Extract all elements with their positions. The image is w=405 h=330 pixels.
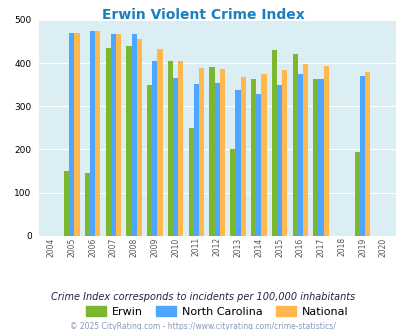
Bar <box>198 68 204 236</box>
Bar <box>364 72 369 236</box>
Bar <box>126 46 131 236</box>
Bar <box>116 34 121 236</box>
Bar <box>74 33 79 236</box>
Bar <box>323 66 328 236</box>
Bar <box>318 79 323 236</box>
Bar <box>292 53 297 236</box>
Bar <box>157 49 162 236</box>
Bar <box>173 78 178 236</box>
Bar <box>95 31 100 236</box>
Bar <box>131 34 136 236</box>
Bar <box>64 171 69 236</box>
Bar <box>230 149 235 236</box>
Bar <box>271 50 276 236</box>
Bar <box>85 173 90 236</box>
Bar <box>147 85 152 236</box>
Bar <box>167 61 173 236</box>
Bar <box>209 67 214 236</box>
Bar <box>359 76 364 236</box>
Bar <box>297 74 302 236</box>
Bar <box>302 64 307 236</box>
Bar <box>256 94 261 236</box>
Bar <box>69 33 74 236</box>
Bar <box>152 61 157 236</box>
Bar <box>90 31 95 236</box>
Text: Erwin Violent Crime Index: Erwin Violent Crime Index <box>101 8 304 22</box>
Text: © 2025 CityRating.com - https://www.cityrating.com/crime-statistics/: © 2025 CityRating.com - https://www.city… <box>70 322 335 330</box>
Bar <box>240 77 245 236</box>
Bar <box>250 80 256 236</box>
Bar <box>354 152 359 236</box>
Bar <box>281 70 287 236</box>
Bar <box>105 48 111 236</box>
Bar <box>178 61 183 236</box>
Bar <box>214 83 219 236</box>
Bar <box>188 128 193 236</box>
Bar <box>219 69 224 236</box>
Bar <box>313 80 318 236</box>
Bar <box>111 34 116 236</box>
Bar <box>193 84 198 236</box>
Bar <box>235 90 240 236</box>
Text: Crime Index corresponds to incidents per 100,000 inhabitants: Crime Index corresponds to incidents per… <box>51 292 354 302</box>
Legend: Erwin, North Carolina, National: Erwin, North Carolina, National <box>82 302 352 322</box>
Bar <box>261 74 266 236</box>
Bar <box>276 85 281 236</box>
Bar <box>136 39 142 236</box>
